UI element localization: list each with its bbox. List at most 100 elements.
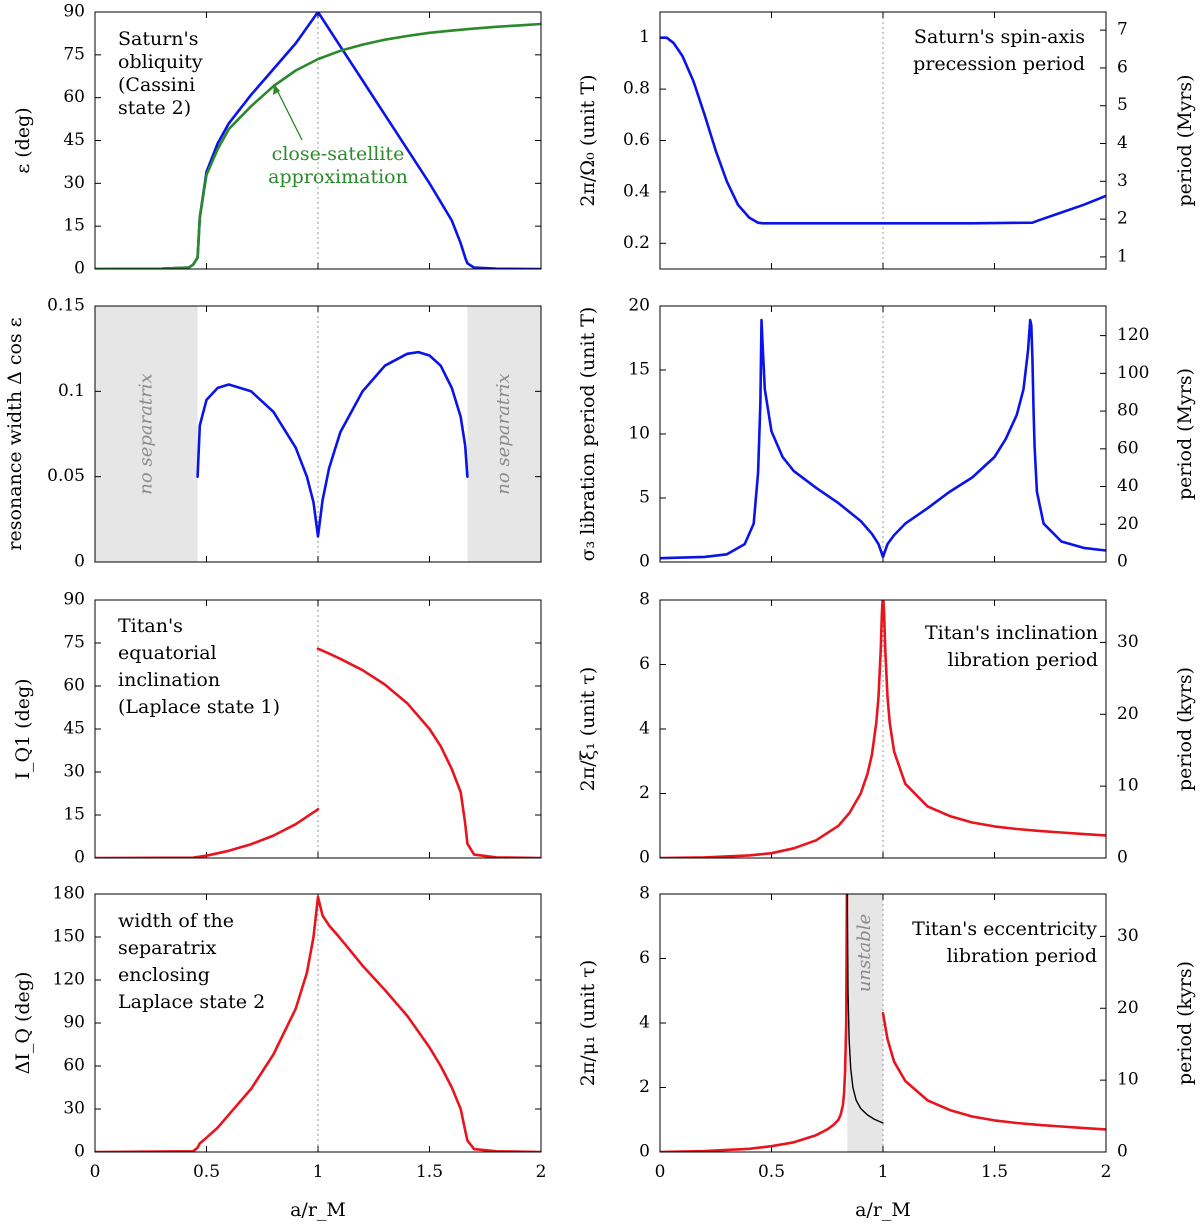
y-tick-label-p7-6: 180	[53, 884, 85, 904]
y-axis-label-p5: I_Q1 (deg)	[12, 678, 34, 779]
y2-tick-label-p4-2: 40	[1117, 476, 1139, 496]
annotation-p8-0: Titan's eccentricity	[912, 918, 1097, 940]
y-axis-label-p3: resonance width Δ cos ε	[4, 317, 26, 550]
chart-p1: 0 15 30 45 60 75 90 ε (deg) Saturn'sobliquity(Ca…	[12, 2, 542, 279]
y2-tick-label-p2-6: 7	[1117, 20, 1128, 40]
annotation-p6-0: Titan's inclination	[925, 622, 1098, 644]
y2-tick-label-p2-2: 3	[1117, 171, 1128, 191]
y-tick-label-p7-1: 30	[63, 1099, 85, 1119]
y-tick-label-p6-4: 8	[639, 590, 650, 610]
annotation-p7-1: separatrix	[118, 937, 217, 959]
y2-tick-label-p4-5: 100	[1117, 363, 1149, 383]
y-tick-label-p1-1: 15	[63, 216, 85, 236]
series-p8-1	[846, 894, 884, 1124]
y2-axis-label-p6: period (kyrs)	[1174, 667, 1196, 791]
y2-tick-label-p2-0: 1	[1117, 246, 1128, 266]
series-p5-0	[95, 808, 320, 858]
plot-frame-p5	[94, 599, 542, 859]
y-tick-label-p2-4: 1	[639, 27, 650, 47]
annotation-p5-1: equatorial	[118, 642, 217, 664]
series-p5-1	[316, 647, 541, 858]
y-tick-label-p2-2: 0.6	[623, 130, 650, 150]
annotation-p2-1: precession period	[913, 53, 1085, 75]
series-p8-0	[660, 894, 849, 1152]
callout-arrowhead-p1	[273, 84, 280, 95]
y-tick-label-p3-3: 0.15	[47, 296, 85, 316]
x-tick-label-p7-2: 1	[313, 1162, 324, 1182]
plot-frame-p2	[659, 11, 1107, 270]
y-tick-label-p1-0: 0	[74, 259, 85, 279]
series-p1-1	[95, 22, 541, 269]
y-tick-label-p8-2: 4	[639, 1013, 650, 1033]
y-tick-label-p7-2: 60	[63, 1056, 85, 1076]
y-tick-label-p1-3: 45	[63, 130, 85, 150]
y-tick-label-p2-1: 0.4	[623, 181, 650, 201]
series-p2-0	[660, 36, 1106, 225]
y-tick-label-p2-0: 0.2	[623, 233, 650, 253]
y-tick-label-p4-0: 0	[639, 552, 650, 572]
series-p7-0	[95, 895, 541, 1152]
annotation-p1-2: (Cassini	[118, 74, 195, 96]
y-tick-label-p7-4: 120	[53, 970, 85, 990]
y-tick-label-p5-3: 45	[63, 719, 85, 739]
x-tick-label-p8-1: 0.5	[758, 1162, 785, 1182]
annotation-p8-1: libration period	[947, 945, 1097, 967]
x-tick-label-p8-3: 1.5	[981, 1162, 1008, 1182]
band-p3-1	[467, 306, 541, 562]
plot-frame-p4	[659, 305, 1107, 563]
y-tick-label-p5-2: 30	[63, 762, 85, 782]
chart-p5: 0 15 30 45 60 75 90 I_Q1 (deg) Titan's equatorial…	[12, 590, 542, 868]
y-tick-label-p5-1: 15	[63, 805, 85, 825]
y2-tick-label-p4-0: 0	[1117, 552, 1128, 572]
annotation-p2-0: Saturn's spin-axis	[914, 26, 1085, 48]
y2-tick-label-p4-1: 20	[1117, 514, 1139, 534]
annotation-p1-1: obliquity	[118, 51, 203, 73]
x-tick-label-p7-0: 0	[90, 1162, 101, 1182]
annotation-p1-0: Saturn's	[118, 28, 199, 50]
y-tick-label-p3-1: 0.05	[47, 466, 85, 486]
annotation-p1-3: state 2)	[118, 97, 191, 119]
y-tick-label-p1-6: 90	[63, 2, 85, 22]
x-tick-label-p8-0: 0	[655, 1162, 666, 1182]
y2-tick-label-p2-1: 2	[1117, 209, 1128, 229]
y2-axis-label-p8: period (kyrs)	[1174, 961, 1196, 1085]
y-tick-label-p1-2: 30	[63, 173, 85, 193]
x-tick-label-p8-4: 2	[1101, 1162, 1112, 1182]
annotation-p5-0: Titan's	[118, 615, 183, 637]
y2-tick-label-p2-4: 5	[1117, 95, 1128, 115]
y-tick-label-p2-3: 0.8	[623, 79, 650, 99]
x-tick-label-p7-3: 1.5	[416, 1162, 443, 1182]
y2-tick-label-p4-4: 80	[1117, 401, 1139, 421]
y-tick-label-p5-0: 0	[74, 848, 85, 868]
annotation-p7-3: Laplace state 2	[118, 991, 265, 1013]
plot-frame-p8	[659, 893, 1107, 1153]
callout-arrow-p1	[273, 83, 303, 141]
y-tick-label-p4-2: 10	[628, 424, 650, 444]
y-tick-label-p1-4: 60	[63, 87, 85, 107]
y2-tick-label-p6-0: 0	[1117, 848, 1128, 868]
series-p8-2	[881, 1012, 1106, 1131]
y-axis-label-p2: 2π/Ω₀ (unit T)	[577, 74, 599, 206]
y-tick-label-p3-2: 0.1	[58, 381, 85, 401]
y-tick-label-p4-4: 20	[628, 296, 650, 316]
y-axis-label-p6: 2π/ξ₁ (unit τ)	[577, 667, 599, 792]
annotation-p5-2: inclination	[118, 669, 220, 691]
chart-p4: 0 5 10 15 20 0 20 40 60 80 100 120 period (Myrs) σ₃ l…	[577, 296, 1196, 572]
y-tick-label-p4-3: 15	[628, 360, 650, 380]
plot-frame-p6	[659, 599, 1107, 859]
y2-tick-label-p6-2: 20	[1117, 704, 1139, 724]
x-axis-label-p8: a/r_M	[855, 1199, 911, 1221]
y-tick-label-p6-2: 4	[639, 719, 650, 739]
series-p3-0	[196, 350, 469, 538]
y-tick-label-p5-5: 75	[63, 633, 85, 653]
y-axis-label-p8: 2π/μ₁ (unit τ)	[577, 960, 599, 1087]
y-tick-label-p7-5: 150	[53, 927, 85, 947]
chart-p7: 0 0.5 1 1.5 2 0 30 60 90 120 150 180 ΔI_Q (deg) a/r_M…	[12, 884, 546, 1222]
plot-frame-p3	[94, 305, 542, 563]
x-tick-label-p8-2: 1	[878, 1162, 889, 1182]
series-p6-0	[660, 600, 1106, 858]
chart-p6: 0 2 4 6 8 0 10 20 30 period (kyrs) 2π/ξ₁ (unit τ) T…	[577, 590, 1196, 868]
band-label-p3-0: no separatrix	[135, 373, 156, 494]
